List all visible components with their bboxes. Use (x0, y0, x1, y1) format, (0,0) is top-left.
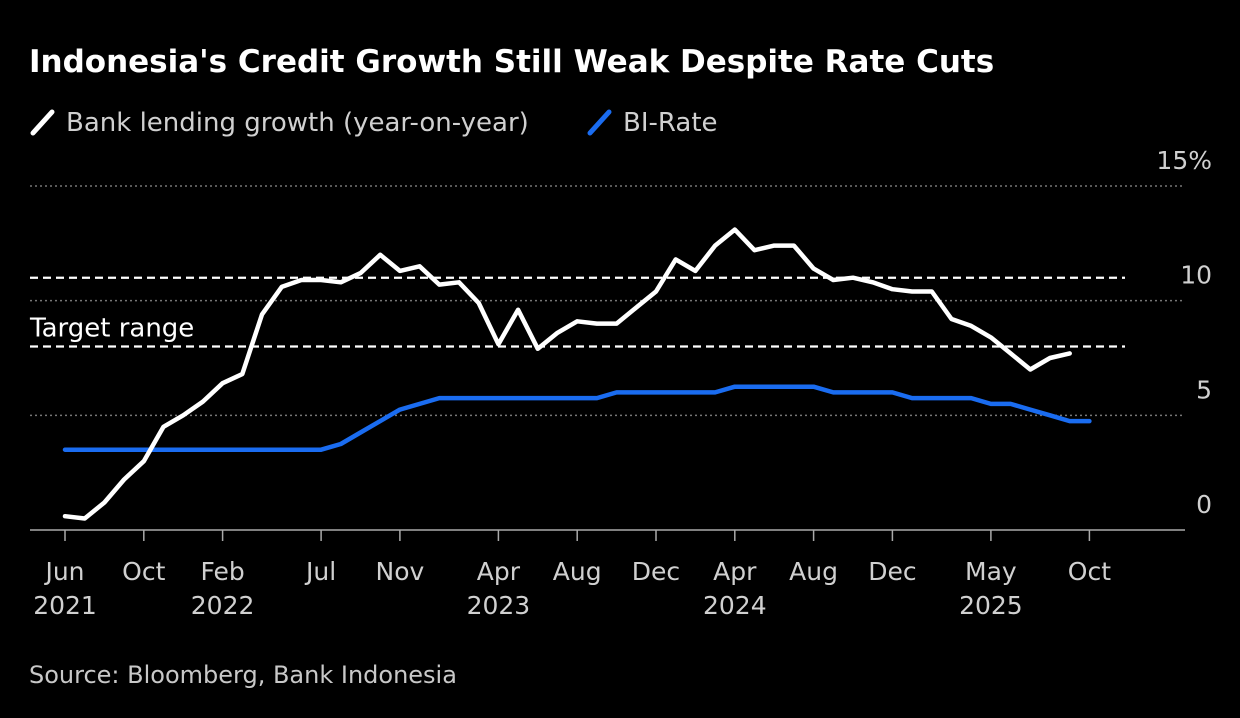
x-tick-label: Apr (713, 557, 757, 586)
series-line-birate (62, 384, 1092, 452)
x-tick-label: Jun (43, 557, 84, 586)
x-tick-label: Apr (477, 557, 521, 586)
gridlines (30, 185, 1185, 417)
x-tick-label: Aug (553, 557, 602, 586)
x-tick-label: Oct (1068, 557, 1111, 586)
y-tick-label: 15% (1156, 146, 1212, 175)
legend-label-lending: Bank lending growth (year-on-year) (66, 108, 529, 138)
source-note: Source: Bloomberg, Bank Indonesia (29, 661, 457, 689)
x-tick-label: Jul (304, 557, 336, 586)
legend: Bank lending growth (year-on-year) BI-Ra… (30, 108, 718, 138)
target-range: Target range (29, 276, 1125, 348)
x-tick-year: 2022 (191, 591, 255, 620)
x-tick-year: 2021 (33, 591, 97, 620)
legend-swatch-birate (587, 109, 612, 136)
legend-swatch-lending (30, 109, 55, 136)
legend-label-birate: BI-Rate (623, 108, 718, 138)
x-tick-label: Nov (376, 557, 425, 586)
series-lines (62, 227, 1092, 521)
y-axis-labels: 0 5 10 15% (1156, 146, 1212, 519)
target-range-label: Target range (29, 314, 194, 344)
x-tick-label: Dec (632, 557, 680, 586)
x-tick-year: 2023 (467, 591, 531, 620)
x-tick-label: Aug (789, 557, 838, 586)
x-tick-label: May (965, 557, 1017, 586)
x-axis: Jun 2021 Oct Feb 2022 Jul Nov Apr 2023 Aug Dec Apr 2… (30, 529, 1185, 620)
x-tick-label: Oct (122, 557, 165, 586)
x-tick-year: 2024 (703, 591, 767, 620)
x-tick-label: Dec (868, 557, 916, 586)
series-line-lending (62, 227, 1072, 521)
y-tick-label: 5 (1196, 375, 1212, 404)
chart-title: Indonesia's Credit Growth Still Weak Des… (29, 44, 994, 80)
y-tick-label: 0 (1196, 490, 1212, 519)
x-tick-label: Feb (200, 557, 244, 586)
x-tick-year: 2025 (959, 591, 1023, 620)
y-tick-label: 10 (1180, 261, 1212, 290)
